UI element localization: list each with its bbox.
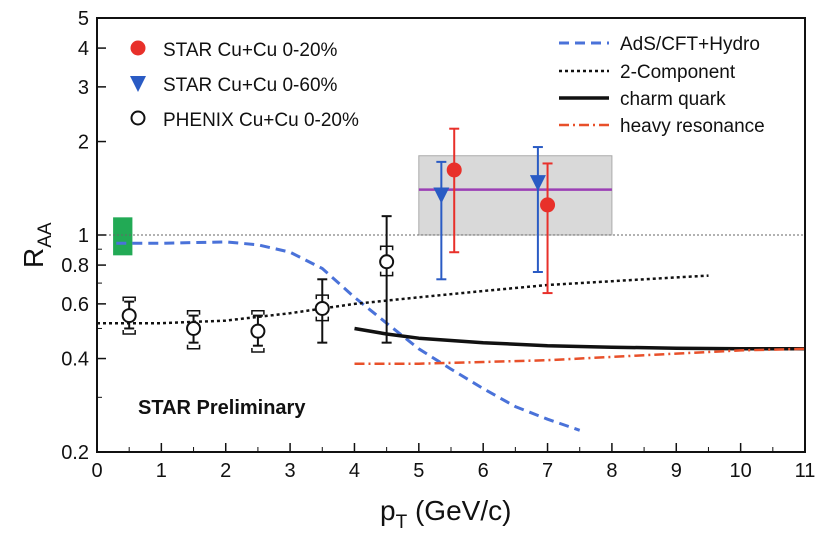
y-tick-label-0.2: 0.2 bbox=[61, 442, 89, 464]
open-circle-point-5-sys-bracket-top bbox=[379, 245, 394, 251]
y-tick-label-2: 2 bbox=[78, 132, 89, 154]
x-tick-label-7: 7 bbox=[542, 460, 553, 482]
curve-charm-quark bbox=[354, 326, 805, 351]
curve-heavy-resonance bbox=[354, 347, 806, 365]
x-tick-label-9: 9 bbox=[671, 460, 682, 482]
filled-triangle-down-point-2-marker bbox=[529, 175, 546, 192]
legend-label-heavy-resonance: heavy resonance bbox=[620, 116, 765, 137]
filled-circle-point-2-marker bbox=[540, 197, 556, 213]
open-circle-point-4-sys-bracket-bottom bbox=[315, 316, 330, 322]
open-circle-point-1-marker bbox=[121, 308, 137, 324]
star-preliminary-annotation: STAR Preliminary bbox=[138, 397, 306, 419]
data-points-layer bbox=[121, 127, 556, 353]
y-tick-label-0.6: 0.6 bbox=[61, 294, 89, 316]
legend-label-filled-circle: STAR Cu+Cu 0-20% bbox=[163, 40, 338, 61]
y-axis-title-subscript: AA bbox=[35, 222, 56, 248]
open-circle-point-3-sys-bracket-top bbox=[251, 310, 265, 315]
open-circle-point-2-marker bbox=[186, 320, 202, 336]
x-tick-label-3: 3 bbox=[285, 460, 296, 482]
x-tick-label-11: 11 bbox=[795, 460, 816, 482]
x-tick-label-8: 8 bbox=[606, 460, 617, 482]
filled-triangle-down-point-1-marker bbox=[433, 187, 450, 204]
open-circle-point-5-marker bbox=[379, 254, 395, 270]
x-tick-label-2: 2 bbox=[220, 460, 231, 482]
legend-label-filled-triangle-down: STAR Cu+Cu 0-60% bbox=[163, 75, 338, 96]
x-tick-label-1: 1 bbox=[156, 460, 167, 482]
curve-ads-cft-hydro bbox=[116, 240, 581, 432]
y-tick-label-4: 4 bbox=[78, 38, 89, 60]
legend-marker-filled-triangle-down bbox=[130, 76, 146, 92]
x-tick-label-0: 0 bbox=[91, 460, 102, 482]
normalization-box bbox=[113, 217, 133, 256]
open-circle-point-2-sys-bracket-bottom bbox=[186, 344, 201, 350]
tick-layer: 0 1 2 3 4 5 6 7 8 9 10 11 0.2 0.4 0.6 0.8 1 2 3 4 5 bbox=[61, 8, 815, 482]
open-circle-point-3-marker bbox=[250, 323, 266, 339]
legend-marker-open-circle bbox=[130, 110, 146, 126]
legend-marker-filled-circle bbox=[130, 40, 146, 56]
x-tick-label-5: 5 bbox=[413, 460, 424, 482]
open-circle-point-4-marker bbox=[314, 300, 330, 316]
legend-label-charm-quark: charm quark bbox=[620, 89, 726, 110]
x-tick-label-6: 6 bbox=[478, 460, 489, 482]
open-circle-point-3-sys-bracket-bottom bbox=[251, 347, 265, 353]
x-axis-title-subscript: T bbox=[396, 512, 408, 533]
y-axis-title: RAA bbox=[18, 222, 56, 268]
y-tick-label-3: 3 bbox=[78, 77, 89, 99]
open-circle-point-1-sys-bracket-bottom bbox=[122, 329, 136, 335]
legend-label-open-circle: PHENIX Cu+Cu 0-20% bbox=[163, 110, 359, 131]
x-tick-label-4: 4 bbox=[349, 460, 360, 482]
y-tick-label-5: 5 bbox=[78, 8, 89, 30]
open-circle-point-2-sys-bracket-top bbox=[186, 310, 201, 315]
x-axis-title-unit: (GeV/c) bbox=[407, 495, 511, 526]
legend-layer: STAR Cu+Cu 0-20% STAR Cu+Cu 0-60% PHENIX C… bbox=[130, 34, 765, 137]
open-circle-point-1-sys-bracket-top bbox=[122, 296, 136, 302]
y-tick-label-0.8: 0.8 bbox=[61, 255, 89, 277]
model-curves-layer bbox=[97, 240, 806, 432]
y-axis-title-main: R bbox=[18, 248, 49, 268]
filled-circle-point-1-marker bbox=[446, 162, 462, 178]
x-axis-title-main: p bbox=[380, 495, 396, 526]
y-tick-label-0.4: 0.4 bbox=[61, 349, 89, 371]
open-circle-point-5-sys-bracket-bottom bbox=[379, 271, 394, 277]
open-circle-point-4-sys-bracket-top bbox=[315, 294, 330, 300]
y-tick-label-1: 1 bbox=[78, 225, 89, 247]
legend-label-2-component: 2-Component bbox=[620, 62, 736, 83]
x-axis-title: pT (GeV/c) bbox=[380, 495, 511, 533]
x-tick-label-10: 10 bbox=[730, 460, 752, 482]
legend-label-ads-cft-hydro: AdS/CFT+Hydro bbox=[620, 34, 760, 55]
